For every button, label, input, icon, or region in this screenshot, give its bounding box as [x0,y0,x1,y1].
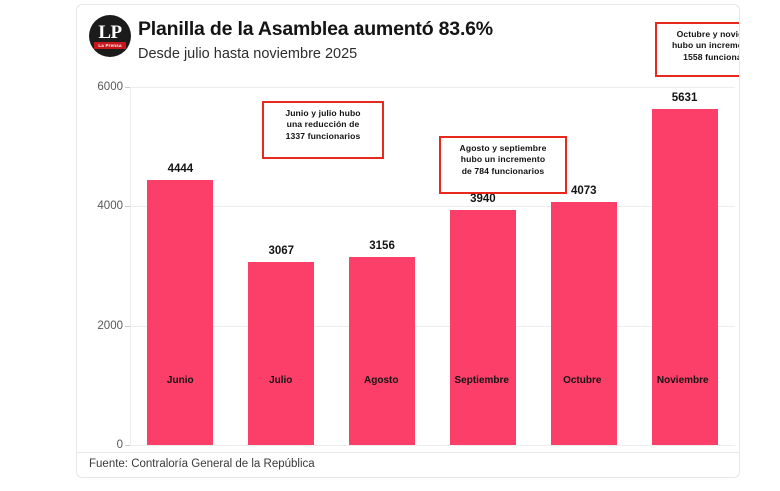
bar-group[interactable]: 3067 [231,87,332,445]
chart-header: LP La Prensa Planilla de la Asamblea aum… [77,5,739,77]
gridline [129,445,735,446]
bar[interactable] [449,209,516,445]
y-axis-label: 6000 [97,81,123,93]
bar-value-label: 3156 [369,239,395,252]
x-axis-category-label: Noviembre [656,375,709,386]
source-note: Fuente: Contraloría General de la Repúbl… [89,458,315,470]
x-axis-category-label: Septiembre [454,375,509,386]
x-axis-category-label: Julio [269,375,293,386]
annotation-line: Octubre y noviembre [676,29,739,39]
callout-junio-julio: Junio y julio hubo una reducción de 1337 f… [262,101,384,159]
bar[interactable] [550,201,617,445]
bar[interactable] [248,262,315,445]
y-tick-mark [125,445,130,446]
x-axis-categories: Junio Julio Agosto Septiembre Octubre Noviemb… [130,373,733,391]
bar-value-label: 4444 [167,162,194,175]
x-axis-category-label: Octubre [563,375,602,386]
y-axis-line [130,87,131,445]
gridline [129,87,735,88]
annotation-line: una reducción de [286,119,360,130]
y-axis-label: 4000 [97,200,123,213]
bar-group[interactable]: 4444 [130,87,231,445]
bar[interactable] [651,109,718,445]
gridline [129,325,735,327]
callout-agosto-septiembre: Agosto y septiembre hubo un incremento de … [439,136,567,194]
plot-area: 0 2000 4000 6000 4444 3067 3156 3940 4073 5631 [77,77,739,451]
annotation-line: Junio y julio hubo [285,108,361,118]
annotation-line: 1337 funcionarios [285,130,361,141]
bar-group[interactable]: 3940 [433,87,534,445]
bar-series: 4444 3067 3156 3940 4073 5631 [130,87,735,445]
footer-divider [77,452,739,453]
y-axis-label: 2000 [97,319,123,332]
chart-title: Planilla de la Asamblea aumentó 83.6% [138,18,493,40]
y-tick-mark [125,206,130,208]
chart-card: LP La Prensa Planilla de la Asamblea aum… [76,4,740,478]
bar-value-label: 5631 [671,92,698,105]
y-tick-mark [125,87,130,88]
bar[interactable] [349,256,416,445]
bar-value-label: 4073 [570,184,597,197]
annotation-line: de 784 funcionarios [461,165,545,176]
bar[interactable] [147,179,214,445]
x-axis-category-label: Junio [166,375,194,386]
bar-value-label: 3940 [470,192,496,205]
x-axis-category-label: Agosto [364,375,399,386]
annotation-line: Agosto y septiembre [459,143,547,153]
y-tick-mark [125,325,130,327]
y-axis-label: 0 [116,439,123,451]
annotation-line: hubo un incremento [460,154,546,165]
bar-group[interactable]: 4073 [533,87,634,445]
bar-value-label: 3067 [268,245,295,258]
annotation-line: hubo un incremento de [671,40,739,51]
callout-octubre-noviembre: Octubre y noviembrehubo un incremento de… [655,22,739,77]
la-prensa-logo-icon: LP La Prensa [89,15,131,57]
chart-subtitle: Desde julio hasta noviembre 2025 [138,46,358,62]
logo-initials: LP [98,21,122,43]
gridline [129,206,735,208]
bar-group[interactable]: 5631 [634,87,735,445]
bar-group[interactable]: 3156 [332,87,433,445]
annotation-line: 1558 funcionarios [683,51,739,62]
logo-wordmark: La Prensa [94,41,126,49]
